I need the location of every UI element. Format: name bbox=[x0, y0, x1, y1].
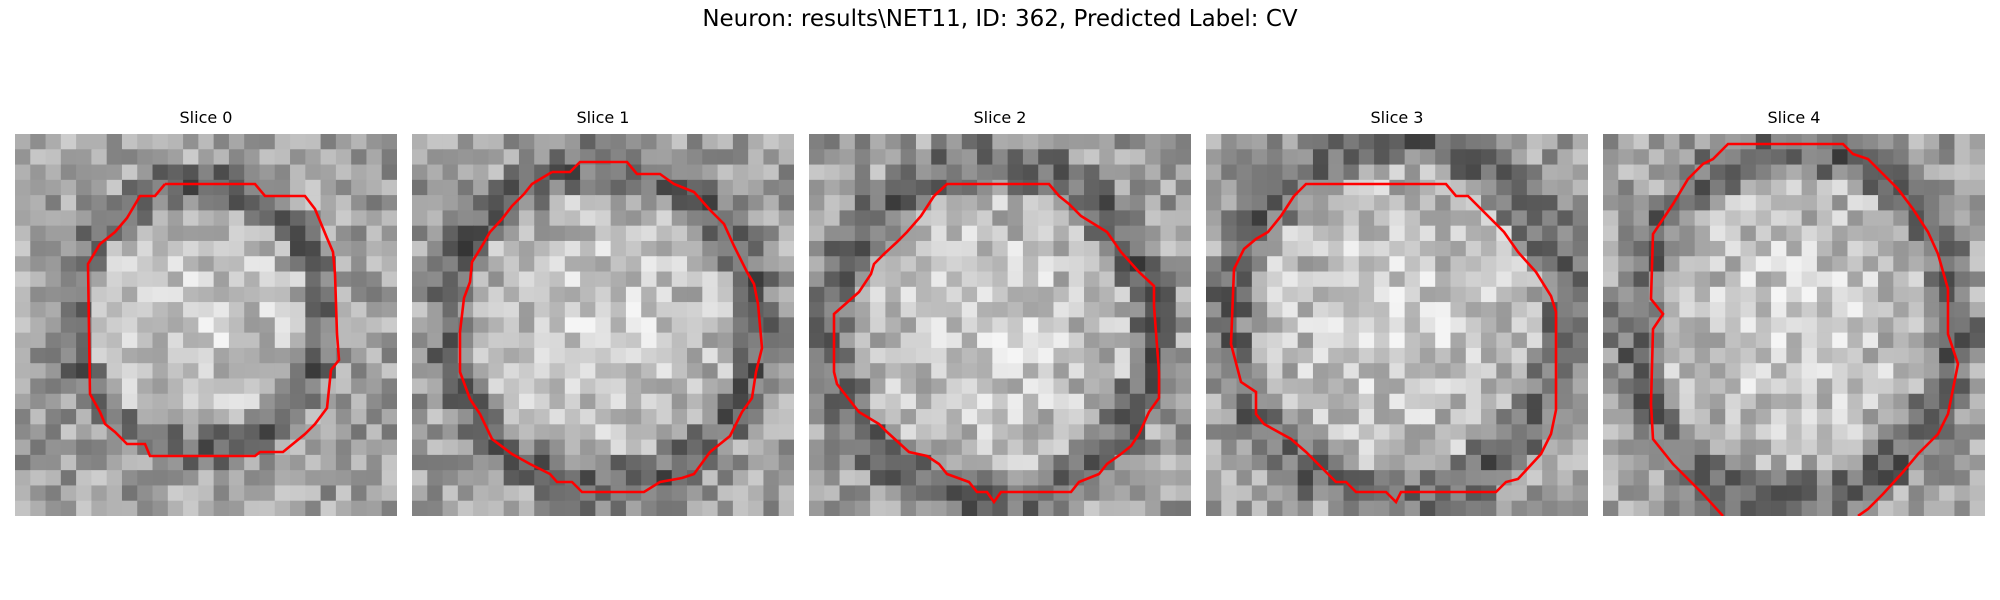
slice-image-4 bbox=[1603, 134, 1985, 516]
figure-title: Neuron: results\NET11, ID: 362, Predicte… bbox=[702, 6, 1298, 32]
microscopy-image bbox=[15, 134, 397, 516]
cell-contour bbox=[458, 160, 764, 494]
slice-image-0 bbox=[15, 134, 397, 516]
slice-title: Slice 0 bbox=[179, 108, 233, 127]
microscopy-image bbox=[1206, 134, 1588, 516]
slice-title: Slice 2 bbox=[973, 108, 1027, 127]
slice-title: Slice 4 bbox=[1767, 108, 1821, 127]
cell-contour bbox=[832, 182, 1161, 505]
slice-title: Slice 3 bbox=[1370, 108, 1424, 127]
slice-title: Slice 1 bbox=[576, 108, 630, 127]
microscopy-image bbox=[1603, 134, 1985, 516]
microscopy-image bbox=[412, 134, 794, 516]
cell-contour bbox=[86, 182, 341, 458]
slice-image-2 bbox=[809, 134, 1191, 516]
cell-contour bbox=[1649, 142, 1960, 516]
slice-image-1 bbox=[412, 134, 794, 516]
cell-contour bbox=[1229, 182, 1558, 505]
microscopy-image bbox=[809, 134, 1191, 516]
slice-image-3 bbox=[1206, 134, 1588, 516]
